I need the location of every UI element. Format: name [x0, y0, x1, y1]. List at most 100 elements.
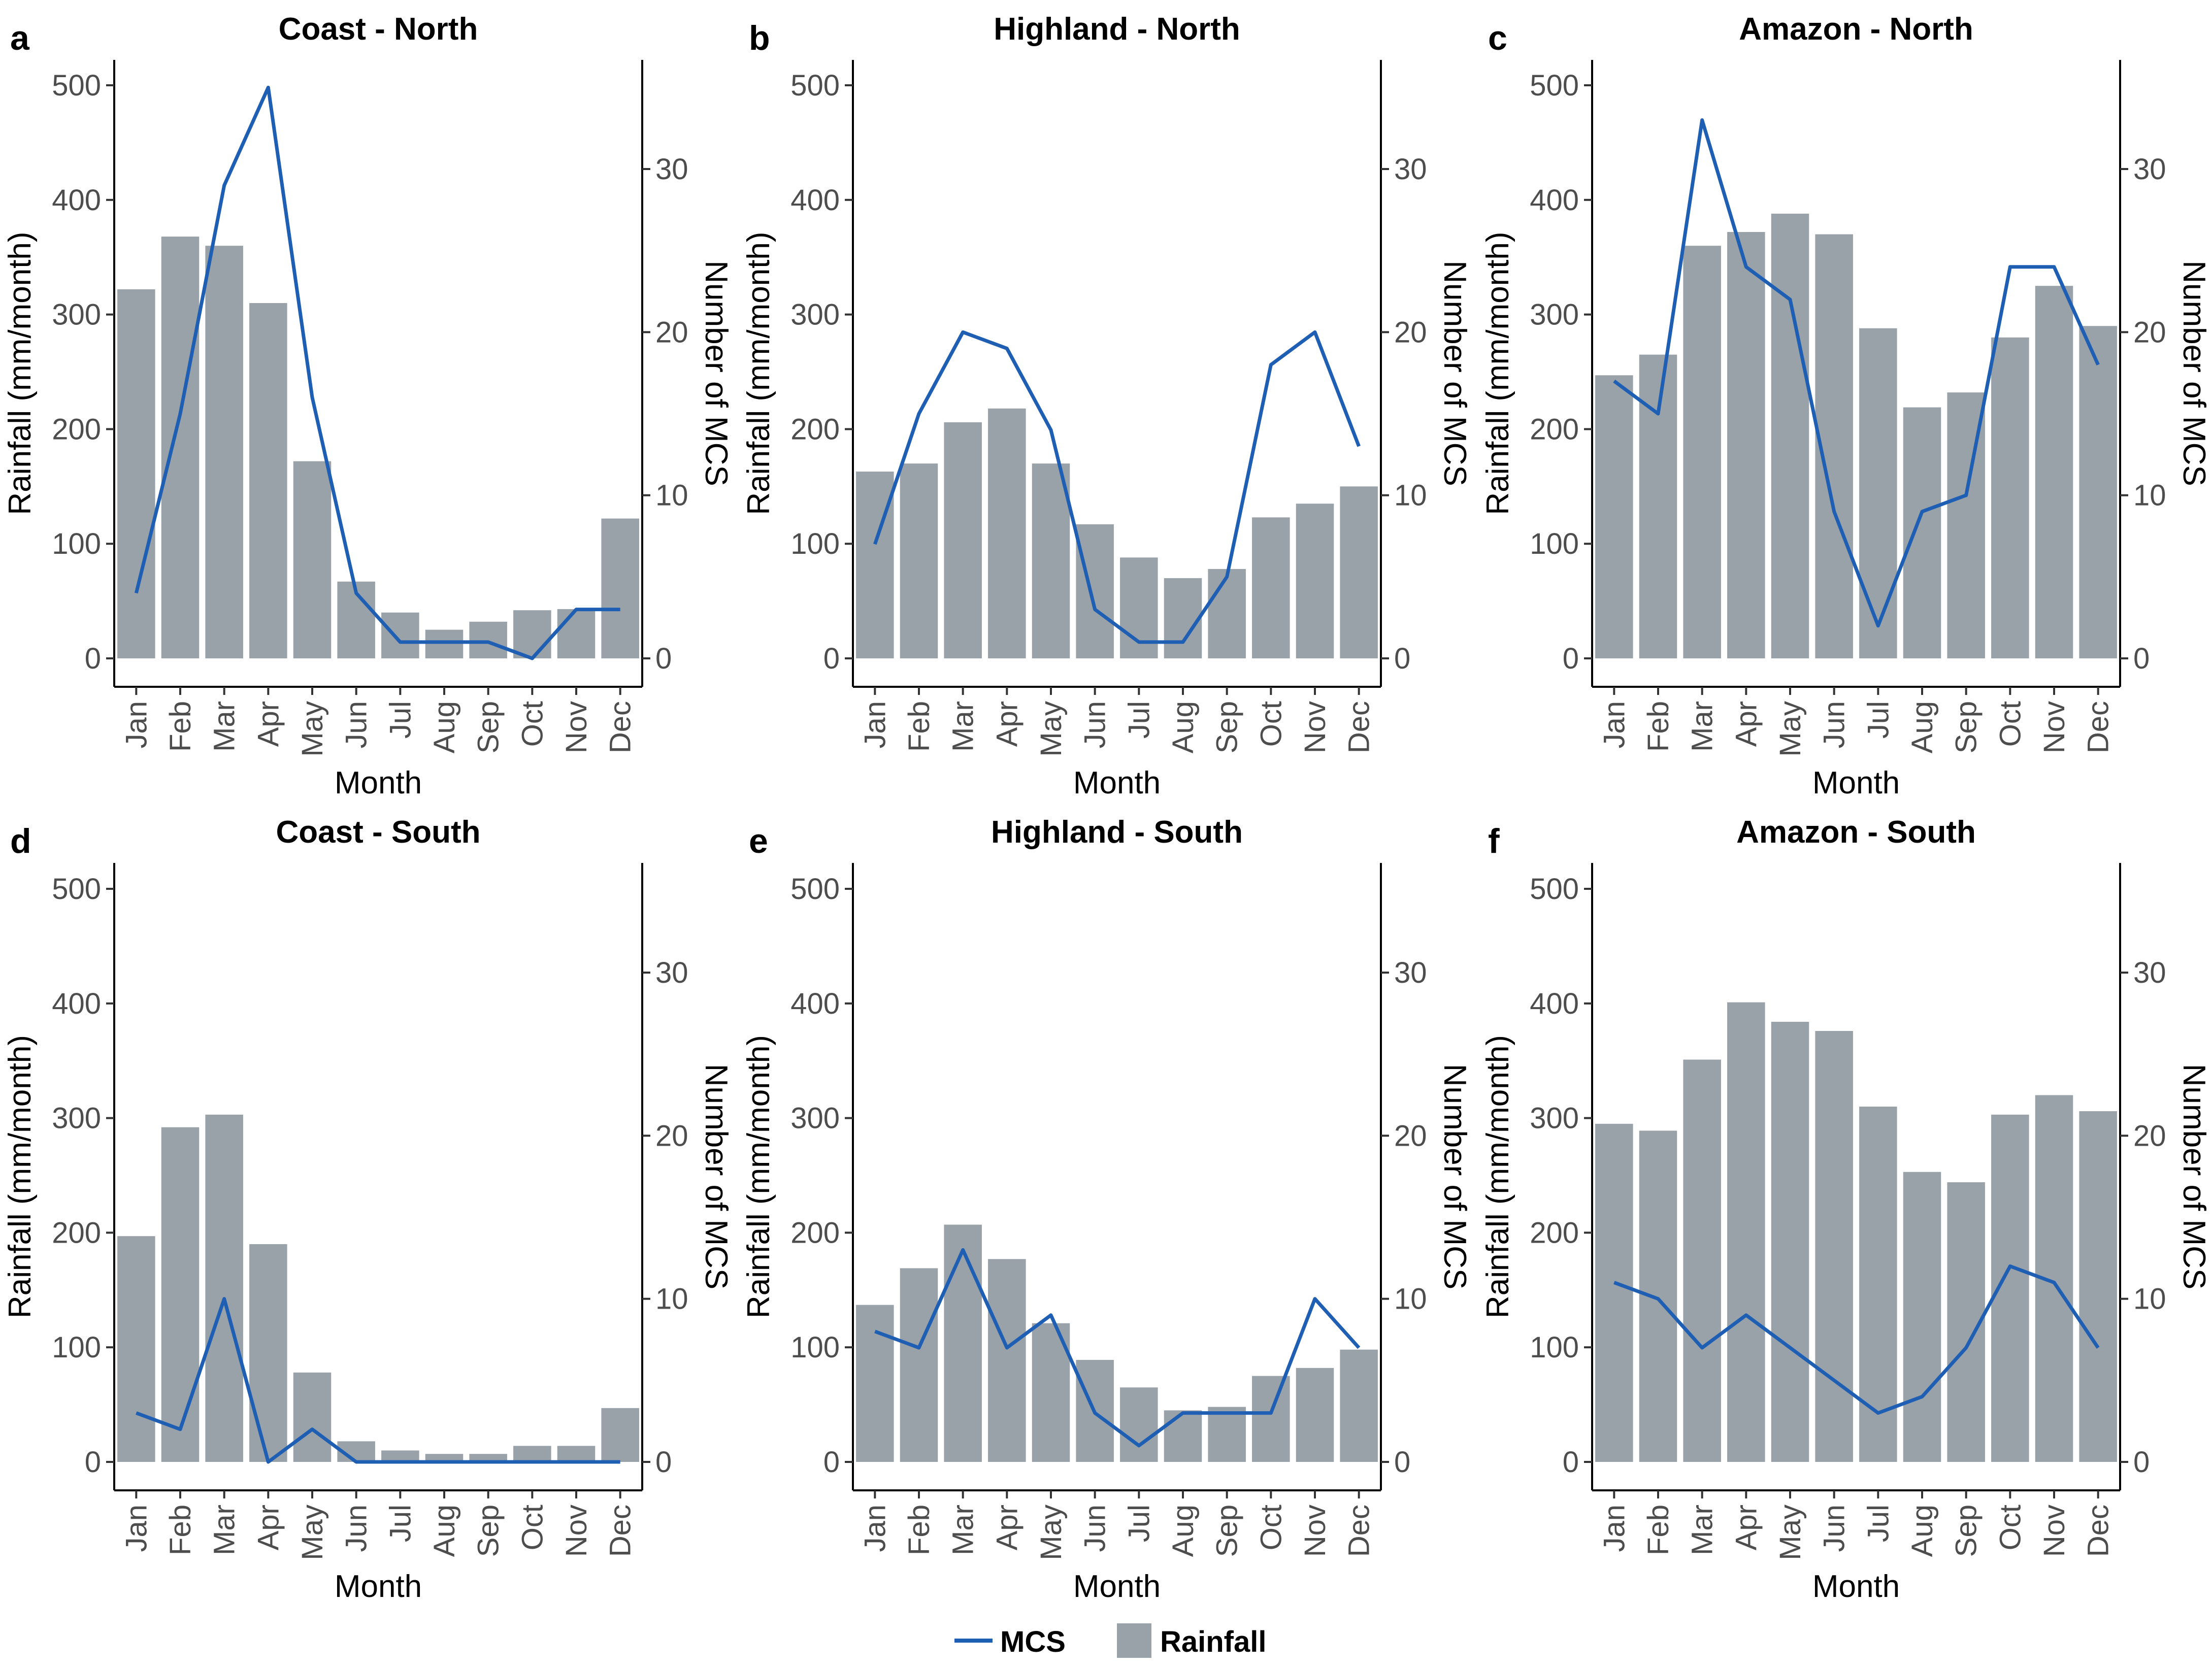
y-axis-title: Rainfall (mm/month) — [741, 231, 776, 515]
y-tick-label: 200 — [1530, 1216, 1579, 1249]
y-tick-label: 300 — [1530, 298, 1579, 331]
rainfall-bar — [1595, 1123, 1633, 1462]
rainfall-bar — [2079, 1111, 2117, 1462]
rainfall-bar — [205, 246, 243, 658]
x-tick-label: May — [1774, 1505, 1807, 1560]
x-tick-label: Dec — [1343, 1505, 1376, 1557]
y2-tick-label: 10 — [2133, 479, 2166, 512]
x-tick-label: May — [1035, 1505, 1068, 1560]
rainfall-bar — [1991, 337, 2029, 658]
x-tick-label: Feb — [903, 1505, 936, 1555]
rainfall-bar — [601, 1408, 639, 1462]
y-tick-label: 200 — [790, 1216, 840, 1249]
x-axis-title: Month — [1812, 1569, 1900, 1604]
panel-label: d — [10, 822, 31, 860]
y-tick-label: 200 — [1530, 413, 1579, 446]
mcs-line — [873, 330, 1361, 644]
x-tick-label: Jun — [1079, 701, 1112, 749]
panel-title: Coast - North — [279, 12, 478, 47]
x-axis-title: Month — [1812, 765, 1900, 801]
y-tick-label: 200 — [52, 1216, 101, 1249]
x-tick-label: Jan — [120, 701, 153, 749]
y-tick-label: 300 — [52, 298, 101, 331]
y2-axis-title: Number of MCS — [699, 1064, 734, 1289]
y-tick-label: 0 — [1563, 642, 1579, 675]
rainfall-bar — [293, 461, 332, 658]
y2-tick-label: 20 — [2133, 316, 2166, 349]
x-tick-label: Sep — [472, 701, 505, 753]
x-tick-label: Sep — [1950, 701, 1983, 753]
rainfall-bar — [1340, 486, 1378, 658]
rainfall-bar — [1340, 1349, 1378, 1462]
x-tick-label: Jul — [384, 701, 417, 739]
mcs-line — [1613, 118, 2100, 628]
x-axis-title: Month — [1073, 1569, 1161, 1604]
rainfall-bar — [469, 621, 507, 658]
y-tick-label: 500 — [790, 873, 840, 906]
y2-tick-label: 20 — [1394, 316, 1427, 349]
rainfall-bar — [117, 289, 155, 658]
x-tick-label: Aug — [1906, 701, 1939, 753]
rainfall-bar — [1252, 1376, 1290, 1462]
x-tick-label: Aug — [428, 701, 461, 753]
rainfall-bar — [1683, 1059, 1721, 1462]
x-tick-label: Apr — [991, 701, 1024, 747]
rainfall-bar — [1296, 504, 1334, 658]
rainfall-bar — [2079, 326, 2117, 658]
panel-d: d Coast - South 0 100 200 300 400 500 0 10 20 30 Jan… — [3, 815, 734, 1604]
legend-mcs-label: MCS — [1000, 1625, 1066, 1658]
y-tick-label: 500 — [52, 69, 101, 102]
x-axis-title: Month — [1073, 765, 1161, 801]
rainfall-bar — [1859, 328, 1897, 658]
panel-label: e — [749, 822, 768, 860]
y2-tick-label: 0 — [655, 642, 672, 675]
rainfall-bar — [1903, 407, 1941, 658]
x-tick-label: Aug — [1167, 1505, 1200, 1557]
rainfall-bar — [1771, 213, 1809, 658]
x-tick-label: Feb — [903, 701, 936, 752]
x-tick-label: Dec — [604, 1505, 637, 1557]
y-axis-title: Rainfall (mm/month) — [1480, 231, 1515, 515]
y2-tick-label: 30 — [1394, 956, 1427, 989]
x-tick-label: Oct — [516, 701, 549, 747]
rainfall-bar — [1771, 1021, 1809, 1462]
x-tick-label: Jun — [340, 1505, 373, 1552]
panel-label: a — [10, 19, 30, 57]
x-tick-label: Nov — [560, 701, 593, 753]
y-tick-label: 0 — [823, 1446, 840, 1479]
x-tick-label: Sep — [472, 1505, 505, 1557]
panel-label: b — [749, 19, 770, 57]
rainfall-bar — [425, 629, 464, 658]
panel-title: Amazon - North — [1739, 12, 1973, 47]
y-tick-label: 100 — [52, 1331, 101, 1364]
y-tick-label: 500 — [52, 873, 101, 906]
x-tick-label: Mar — [1686, 701, 1719, 752]
panel-c: c Amazon - North 0 100 200 300 400 500 0 10 20 30 Ja… — [1480, 12, 2211, 801]
rainfall-bar — [1815, 1030, 1853, 1462]
x-tick-label: Oct — [1254, 1505, 1287, 1550]
mcs-line — [1613, 1264, 2100, 1415]
rainfall-bar — [557, 609, 596, 658]
rainfall-bar — [1032, 463, 1070, 658]
rainfall-bar — [1639, 354, 1677, 658]
y-axis-title: Rainfall (mm/month) — [3, 1035, 38, 1318]
x-tick-label: Nov — [1299, 1505, 1332, 1557]
x-tick-label: Sep — [1211, 1505, 1244, 1557]
x-tick-label: Jan — [1598, 1505, 1631, 1552]
rainfall-bar — [856, 1305, 894, 1462]
y-tick-label: 300 — [1530, 1102, 1579, 1135]
y-tick-label: 300 — [52, 1102, 101, 1135]
rainfall-bar — [425, 1454, 464, 1462]
x-tick-label: Jul — [1862, 701, 1895, 739]
y-tick-label: 200 — [790, 413, 840, 446]
y-tick-label: 300 — [790, 298, 840, 331]
panel-title: Coast - South — [276, 815, 481, 850]
x-tick-label: Sep — [1211, 701, 1244, 753]
y-tick-label: 500 — [1530, 873, 1579, 906]
rainfall-bar — [2035, 286, 2073, 658]
mcs-line — [136, 1297, 620, 1464]
x-tick-label: Nov — [1299, 701, 1332, 753]
x-tick-label: Apr — [1730, 1505, 1763, 1550]
x-tick-label: Feb — [164, 1505, 197, 1555]
y2-tick-label: 0 — [2133, 1446, 2150, 1479]
